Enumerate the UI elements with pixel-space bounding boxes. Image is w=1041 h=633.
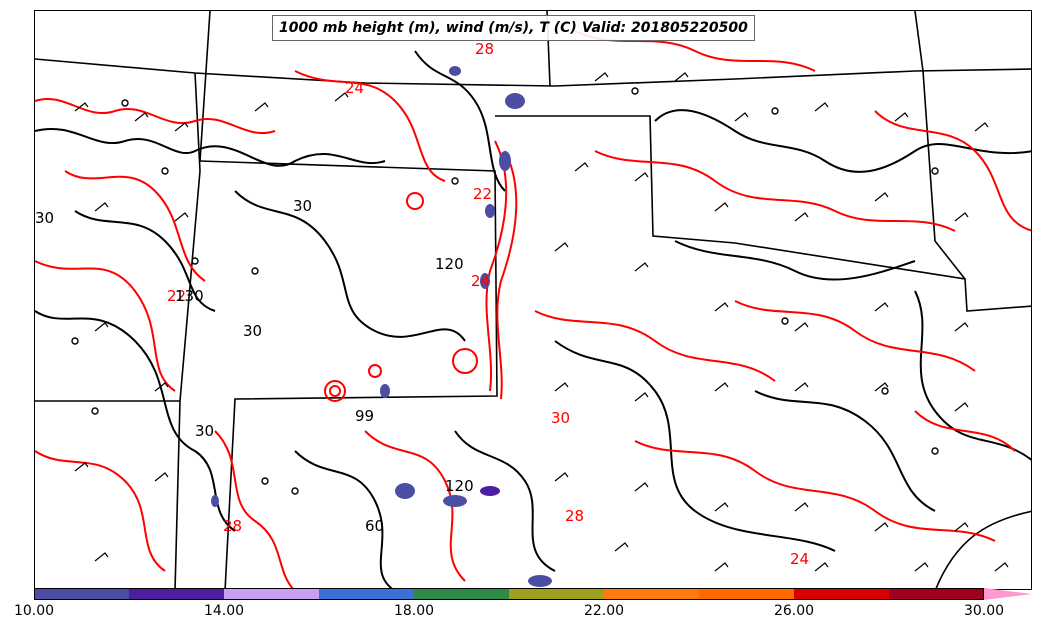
height-contours [35, 50, 1031, 589]
height-label: 30 [293, 197, 312, 215]
height-label: 30 [195, 422, 214, 440]
map-frame: 28 24 22 24 22 30 28 28 24 30 120 130 30… [34, 10, 1032, 590]
colorbar-segment [509, 588, 604, 600]
temp-label: 24 [345, 79, 364, 97]
colorbar-tick-label: 10.00 [13, 603, 55, 619]
station-markers [71, 87, 939, 495]
temp-label: 22 [473, 185, 492, 203]
height-label: 120 [435, 255, 464, 273]
colorbar-segment [604, 588, 699, 600]
colorbar-outline [34, 588, 984, 600]
temp-label: 28 [475, 40, 494, 58]
height-label: 30 [35, 209, 54, 227]
colorbar-extension-arrow [984, 588, 1032, 600]
precipitation-areas [211, 66, 552, 587]
colorbar-segment [319, 588, 414, 600]
colorbar [34, 588, 1032, 600]
temp-label: 22 [167, 287, 186, 305]
colorbar-segment [34, 588, 129, 600]
state-boundaries [35, 11, 1031, 589]
colorbar-tick-label: 30.00 [963, 603, 1005, 619]
temp-label: 24 [471, 272, 490, 290]
colorbar-segment [699, 588, 794, 600]
weather-map: 28 24 22 24 22 30 28 28 24 30 120 130 30… [35, 11, 1031, 589]
colorbar-tick-label: 22.00 [583, 603, 625, 619]
temp-label: 28 [565, 507, 584, 525]
colorbar-tick-label: 14.00 [203, 603, 245, 619]
colorbar-segment [414, 588, 509, 600]
height-label: 120 [445, 477, 474, 495]
colorbar-segment [889, 588, 984, 600]
colorbar-segment [129, 588, 224, 600]
colorbar-segment [224, 588, 319, 600]
height-labels: 30 120 130 30 99 30 120 60 30 [35, 197, 474, 535]
height-label: 99 [355, 407, 374, 425]
temperature-contours [35, 30, 1031, 589]
height-label: 130 [175, 287, 204, 305]
temperature-labels: 28 24 22 24 22 30 28 28 24 [167, 40, 809, 568]
temp-label: 24 [790, 550, 809, 568]
colorbar-tick-label: 18.00 [393, 603, 435, 619]
wind-barbs [74, 72, 1009, 572]
temp-label: 28 [223, 517, 242, 535]
map-title: 1000 mb height (m), wind (m/s), T (C) Va… [272, 15, 755, 41]
colorbar-tick-label: 26.00 [773, 603, 815, 619]
height-label: 30 [243, 322, 262, 340]
colorbar-segment [794, 588, 889, 600]
height-label: 60 [365, 517, 384, 535]
temp-label: 30 [551, 409, 570, 427]
